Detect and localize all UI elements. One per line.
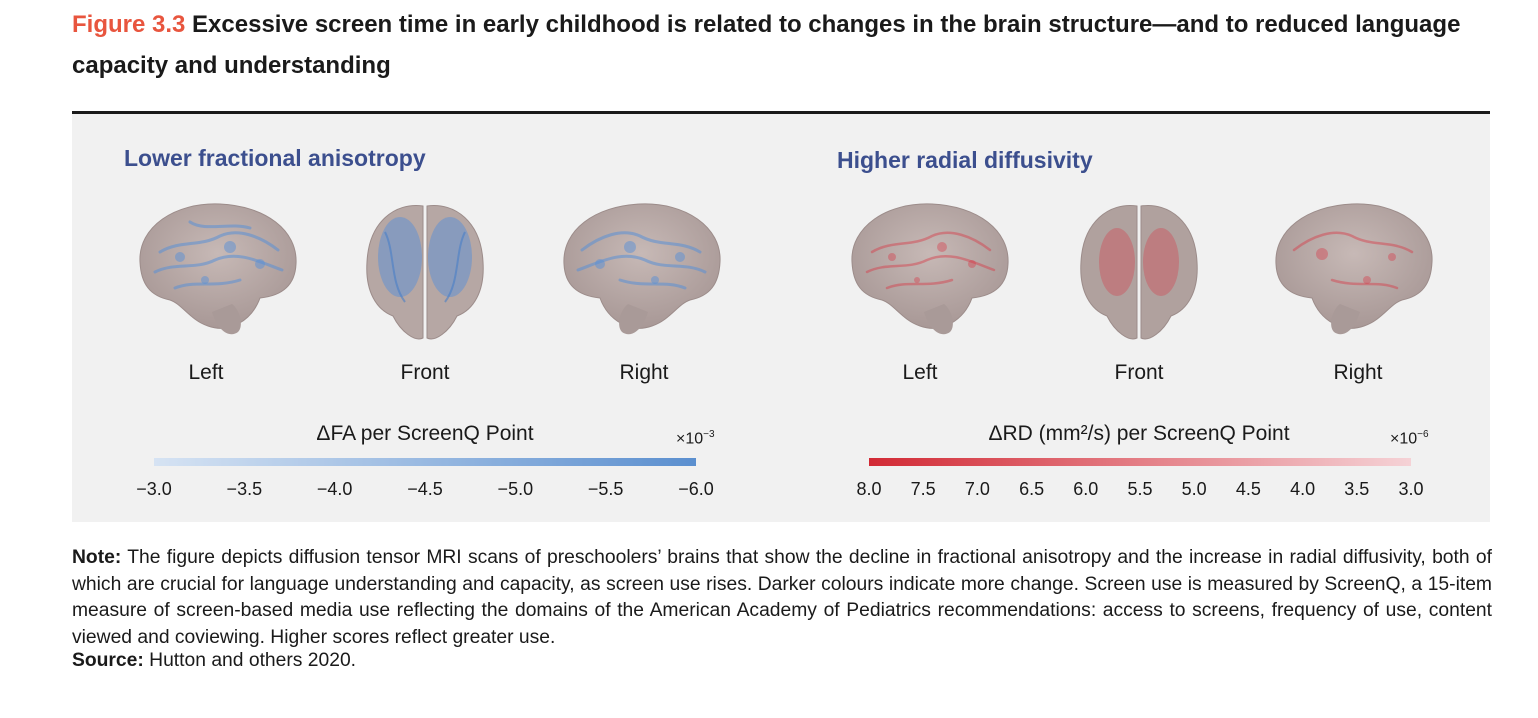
brain-left-view-fa xyxy=(139,203,297,335)
fa-tick-label: −5.0 xyxy=(497,479,534,499)
brain-right-view-fa xyxy=(563,203,721,335)
rd-tick-label: 7.0 xyxy=(964,479,990,499)
rd-tick-label: 6.0 xyxy=(1073,479,1099,499)
view-label-front-fa: Front xyxy=(400,361,450,384)
fa-scale-label: ΔFA per ScreenQ Point xyxy=(316,422,534,445)
source-label: Source: xyxy=(72,650,144,671)
fa-tick-label: −4.0 xyxy=(316,479,353,499)
rd-tick-label: 3.0 xyxy=(1398,479,1424,499)
view-label-right-fa: Right xyxy=(619,361,669,384)
brain-front-view-fa xyxy=(366,205,484,340)
source-text: Hutton and others 2020. xyxy=(143,650,357,671)
fa-tick-label: −3.0 xyxy=(136,479,172,499)
rd-tick-label: 4.0 xyxy=(1290,479,1316,499)
rd-tick-label: 4.5 xyxy=(1235,479,1261,499)
fa-tick-label: −3.5 xyxy=(226,479,263,499)
fa-tick-label: −4.5 xyxy=(407,479,443,499)
fa-exponent-base: ×10 xyxy=(676,430,704,448)
fa-tick-label: −6.0 xyxy=(678,479,714,499)
view-label-right-rd: Right xyxy=(1333,361,1383,384)
view-label-left-fa: Left xyxy=(188,361,224,384)
figure-title-text: Excessive screen time in early childhood… xyxy=(72,11,1461,79)
rd-scale-exponent: ×10−6 xyxy=(1390,429,1429,448)
view-label-front-rd: Front xyxy=(1114,361,1164,384)
view-label-left-rd: Left xyxy=(902,361,938,384)
brain-right-view-rd xyxy=(1275,203,1433,335)
rd-tick-label: 3.5 xyxy=(1344,479,1370,499)
brain-front-view-rd xyxy=(1080,205,1198,340)
rd-scale-label: ΔRD (mm²/s) per ScreenQ Point xyxy=(988,422,1290,445)
title-rule xyxy=(72,111,1490,114)
rd-tick-label: 8.0 xyxy=(856,479,882,499)
rd-tick-label: 6.5 xyxy=(1019,479,1045,499)
figure-title: Figure 3.3 Excessive screen time in earl… xyxy=(72,4,1492,86)
rd-tick-label: 5.5 xyxy=(1127,479,1153,499)
right-panel-title: Higher radial diffusivity xyxy=(837,147,1093,173)
figure-panel: Lower fractional anisotropy xyxy=(72,114,1490,522)
fa-tick-label: −5.5 xyxy=(587,479,624,499)
rd-exponent-base: ×10 xyxy=(1390,430,1418,448)
fa-color-scale-bar xyxy=(154,458,696,466)
rd-color-scale-bar xyxy=(869,458,1411,466)
rd-tick-label: 7.5 xyxy=(910,479,936,499)
fa-exponent-power: −3 xyxy=(703,429,715,440)
rd-tick-label: 5.0 xyxy=(1181,479,1207,499)
figure-source: Source: Hutton and others 2020. xyxy=(72,650,356,672)
left-panel-title: Lower fractional anisotropy xyxy=(124,145,426,171)
rd-exponent-power: −6 xyxy=(1417,429,1429,440)
fa-scale-exponent: ×10−3 xyxy=(676,429,715,448)
figure-note: Note: The figure depicts diffusion tenso… xyxy=(72,545,1492,651)
note-label: Note: xyxy=(72,547,122,568)
note-text: The figure depicts diffusion tensor MRI … xyxy=(72,547,1492,648)
figure-number: Figure 3.3 xyxy=(72,11,186,38)
brain-left-view-rd xyxy=(851,203,1009,335)
